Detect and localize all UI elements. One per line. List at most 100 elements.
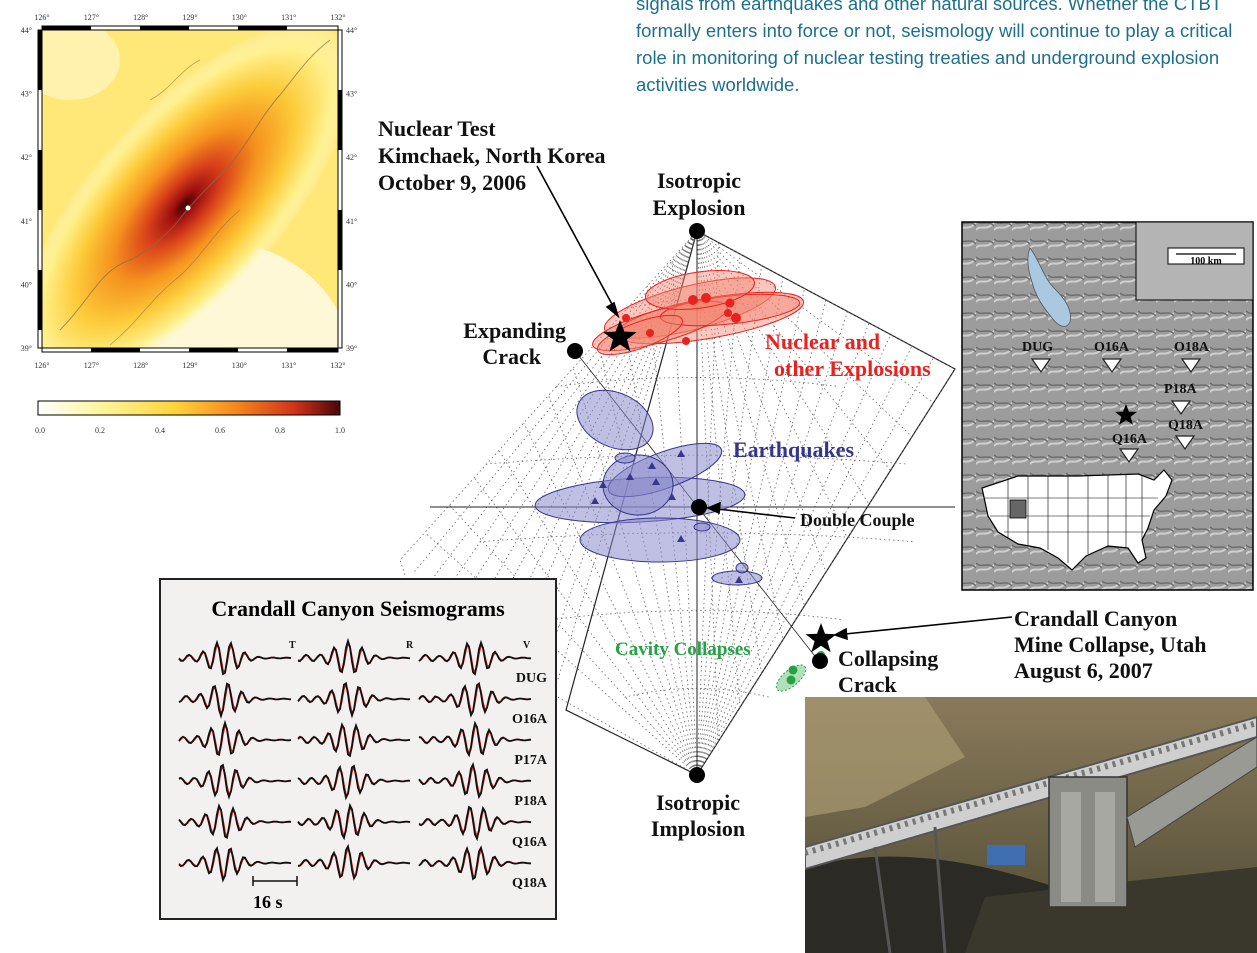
utah-map-panel: 100 km DUG O16A O18A P18A Q18A Q16A (958, 218, 1257, 594)
utah-map-svg: 100 km DUG O16A O18A P18A Q18A Q16A (958, 218, 1257, 594)
station-label: Q18A (512, 876, 548, 891)
seismogram-trace (418, 845, 531, 881)
lat-tick-left: 44° (21, 26, 32, 35)
seismogram-title: Crandall Canyon Seismograms (211, 596, 505, 621)
isotropic-explosion-label-2: Explosion (653, 195, 746, 220)
scale-bar-label: 100 km (1190, 256, 1222, 267)
seismogram-traces: T R V DUG O16A P17A P18A Q16A Q18A 16 s (178, 637, 548, 912)
lon-tick-bottom: 127° (84, 361, 99, 370)
colorbar-tick: 0.8 (275, 426, 285, 435)
component-r: R (406, 640, 414, 651)
double-couple-label: Double Couple (800, 510, 915, 530)
time-scale-label: 16 s (253, 892, 283, 912)
mine-photo-svg (805, 697, 1257, 953)
seismogram-trace (418, 761, 532, 800)
station-label: P18A (514, 794, 548, 809)
earthquakes-label: Earthquakes (733, 437, 854, 462)
lat-tick-right: 44° (346, 26, 357, 35)
expanding-crack-label-2: Crack (482, 344, 541, 369)
isotropic-implosion-label-2: Implosion (651, 816, 745, 841)
explosion-points (622, 293, 741, 345)
colorbar (37, 400, 341, 416)
seismogram-panel: Crandall Canyon Seismograms T R V DUG O16… (159, 578, 557, 920)
isotropic-implosion-label-1: Isotropic (656, 790, 740, 815)
lat-tick-right: 41° (346, 217, 357, 226)
lon-tick-bottom: 130° (232, 361, 247, 370)
nuclear-test-label-3: October 9, 2006 (378, 170, 526, 195)
seismogram-trace (297, 764, 410, 801)
colorbar-tick: 0.4 (155, 426, 165, 435)
station-label: O16A (512, 712, 548, 727)
station-label: Q16A (512, 835, 548, 850)
collapsing-crack-label-1: Collapsing (838, 646, 938, 671)
lat-tick-right: 40° (346, 280, 357, 289)
seismogram-trace (178, 845, 292, 883)
expanding-crack-label-1: Expanding (463, 318, 566, 343)
lat-tick-left: 42° (21, 153, 32, 162)
lon-tick-top: 132° (330, 13, 345, 22)
lon-tick-top: 128° (133, 13, 148, 22)
station-p18a: P18A (1164, 382, 1198, 397)
lon-tick-bottom: 129° (182, 361, 197, 370)
seismogram-trace (297, 637, 411, 674)
nuclear-test-star (603, 320, 637, 352)
component-t: T (289, 640, 296, 651)
lon-tick-top: 126° (34, 13, 49, 22)
lon-tick-top: 131° (281, 13, 296, 22)
lon-tick-bottom: 128° (133, 361, 148, 370)
component-v: V (523, 640, 531, 651)
nuclear-test-label-1: Nuclear Test (378, 116, 496, 141)
lon-tick-top: 129° (182, 13, 197, 22)
lon-tick-bottom: 132° (330, 361, 345, 370)
seismogram-trace (178, 639, 292, 676)
expanding-crack-point (567, 343, 583, 359)
cavity-collapses-label: Cavity Collapses (615, 639, 751, 660)
collapsing-crack-point (812, 653, 828, 669)
seismogram-trace (178, 682, 292, 719)
heatmap-svg: 126° 127° 128° 129° 130° 131° 132° 126° 127° 128… (21, 13, 357, 435)
time-scale (252, 876, 298, 886)
longitude-ticks-bottom: 126° 127° 128° 129° 130° 131° 132° (34, 361, 345, 370)
us-inset-map (981, 469, 1173, 571)
isotropic-explosion-point (689, 223, 705, 239)
lat-tick-right: 39° (346, 344, 357, 353)
scale-bar (1167, 247, 1245, 265)
seismogram-trace (418, 681, 532, 718)
lon-tick-top: 130° (232, 13, 247, 22)
isotropic-explosion-label-1: Isotropic (657, 168, 741, 193)
longitude-ticks-top: 126° 127° 128° 129° 130° 131° 132° (34, 13, 345, 22)
latitude-ticks-right: 44° 43° 42° 41° 40° 39° (346, 26, 357, 353)
double-couple-point (691, 499, 707, 515)
colorbar-tick: 0.6 (215, 426, 225, 435)
station-o16a: O16A (1094, 340, 1130, 355)
lon-tick-bottom: 131° (281, 361, 296, 370)
epicenter-marker (185, 205, 191, 211)
seismogram-trace (178, 803, 292, 840)
lon-tick-bottom: 126° (34, 361, 49, 370)
seismogram-trace (297, 722, 411, 758)
station-q18a: Q18A (1168, 418, 1204, 433)
colorbar-tick: 0.2 (95, 426, 105, 435)
heatmap-hotspot (42, 30, 338, 348)
callout-arrows (536, 165, 1013, 641)
collapsing-crack-label-2: Crack (838, 672, 897, 697)
reference-points (567, 223, 828, 783)
great-salt-lake (1027, 247, 1071, 327)
seismogram-trace (178, 763, 292, 800)
lat-tick-left: 39° (21, 344, 32, 353)
map-frame (37, 25, 343, 353)
seismogram-trace (418, 720, 532, 758)
station-markers (1030, 358, 1202, 464)
seismogram-trace (418, 639, 531, 676)
colorbar-tick: 1.0 (335, 426, 345, 435)
crandall-label-2: Mine Collapse, Utah (1014, 632, 1207, 657)
lat-tick-right: 43° (346, 90, 357, 99)
heatmap-panel: 126° 127° 128° 129° 130° 131° 132° 126° 127° 128… (0, 0, 380, 460)
seismogram-trace (297, 802, 411, 841)
explosions-label-1: Nuclear and (765, 329, 880, 354)
seismogram-trace (178, 719, 292, 757)
utah-highlight (1009, 499, 1027, 519)
lat-tick-left: 41° (21, 217, 32, 226)
lat-tick-right: 42° (346, 153, 357, 162)
crandall-label-1: Crandall Canyon (1014, 606, 1177, 631)
